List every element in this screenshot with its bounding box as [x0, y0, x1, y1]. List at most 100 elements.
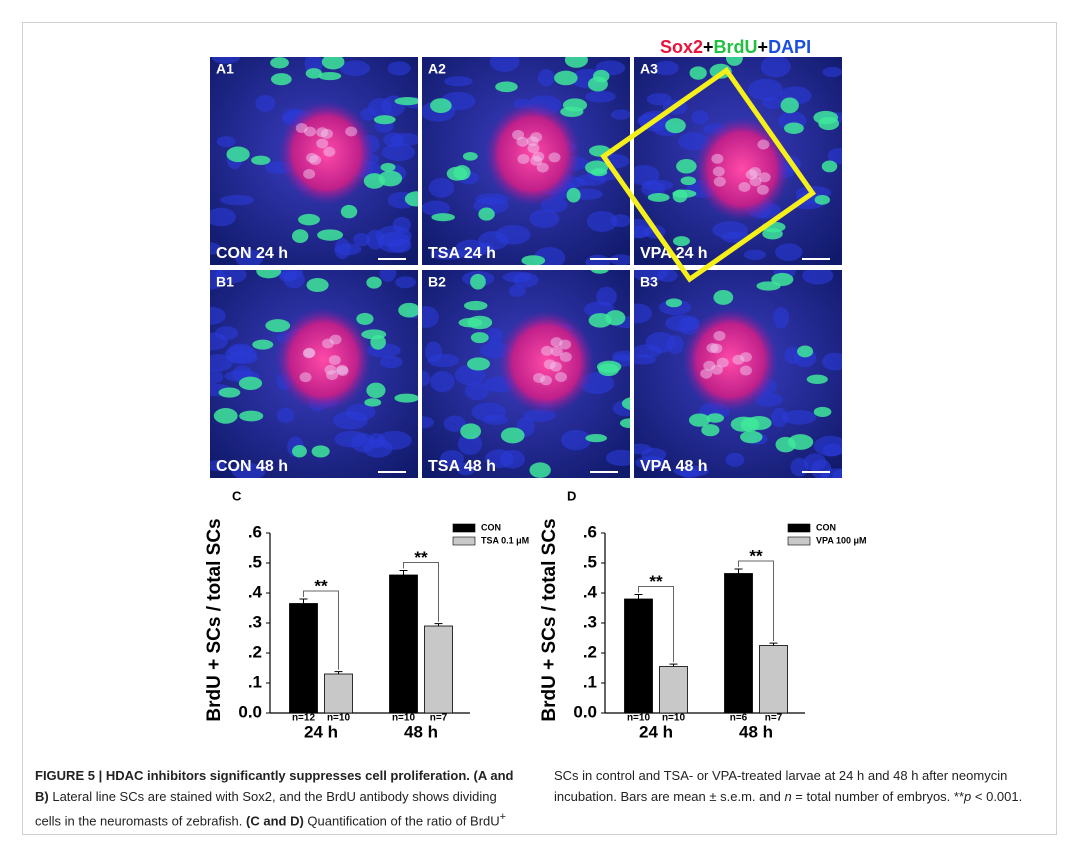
n-label: n=10 [327, 713, 351, 724]
brdu-cell [238, 376, 263, 390]
significance-bracket [403, 562, 439, 622]
brdu-cell [665, 298, 683, 308]
brdu-cell [265, 319, 291, 333]
nucleus [216, 136, 236, 148]
nucleus [422, 306, 439, 328]
brdu-cell [813, 406, 832, 418]
nucleus [827, 148, 842, 165]
n-label: n=7 [430, 713, 448, 724]
sc-cell [512, 129, 525, 140]
y-tick-label: .4 [248, 582, 263, 601]
brdu-cell [218, 387, 241, 398]
panel-id: C [232, 488, 242, 503]
nucleus [666, 335, 684, 355]
brdu-cell [321, 57, 345, 70]
brdu-cell [566, 187, 581, 203]
nucleus [513, 272, 539, 288]
sc-cell [713, 330, 726, 341]
sc-cell [757, 139, 770, 150]
sc-cell [559, 339, 572, 350]
brdu-cell [521, 255, 546, 265]
brdu-cell [298, 213, 320, 226]
caption-text: Lateral line SCs are stained with Sox2, … [35, 789, 497, 829]
n-label: n=10 [662, 713, 686, 724]
error-bar [299, 598, 308, 604]
bar-chart: D BrdU + SCs / total SCs 0.0 .1 .2 .3 .4 .5 .6 24… [539, 488, 867, 741]
significance-bracket [303, 590, 339, 670]
nucleus [210, 369, 224, 385]
sc-cell [710, 343, 723, 354]
nucleus [422, 200, 451, 216]
sc-cell [712, 166, 725, 177]
nucleus [210, 332, 229, 351]
brdu-cell [495, 81, 518, 93]
n-label: n=10 [627, 713, 651, 724]
sc-cell [316, 127, 329, 138]
legend-label: CON [816, 522, 836, 532]
nucleus [820, 468, 842, 478]
micrograph: B3 VPA 48 h [634, 270, 842, 478]
nucleus [276, 407, 295, 423]
brdu-cell [370, 334, 386, 350]
sc-cell [336, 364, 349, 375]
nucleus [561, 429, 592, 451]
nucleus [379, 355, 403, 369]
nucleus [457, 433, 483, 455]
brdu-cell [458, 317, 483, 328]
nucleus [383, 132, 404, 148]
nucleus [489, 57, 520, 72]
micrograph-content [422, 57, 630, 265]
legend-swatch [787, 536, 811, 546]
error-bar [734, 568, 743, 574]
nucleus [712, 221, 748, 240]
brdu-cell [213, 408, 238, 424]
brdu-cell [394, 97, 418, 106]
brdu-cell [780, 97, 799, 114]
sc-cell [316, 138, 329, 149]
nucleus [334, 238, 351, 260]
nucleus [634, 344, 663, 359]
brdu-cell [252, 339, 274, 350]
brdu-cell [818, 116, 840, 131]
sc-cell [555, 372, 568, 383]
brdu-cell [398, 302, 418, 318]
error-bar [399, 570, 408, 575]
x-tick-label: 24 h [639, 722, 673, 741]
bar [624, 598, 653, 714]
nucleus [725, 452, 745, 467]
nucleus [381, 143, 416, 162]
caption-italic: p [964, 789, 972, 804]
micrograph: A2 TSA 24 h [422, 57, 630, 265]
stain-legend: Sox2+BrdU+DAPI [660, 37, 811, 57]
micrograph-content [422, 270, 630, 478]
significance-label: ** [314, 576, 328, 595]
sc-cell [299, 372, 312, 383]
x-tick-label: 48 h [404, 722, 438, 741]
nucleus [743, 249, 767, 260]
nucleus [803, 453, 827, 472]
brdu-cell [366, 382, 386, 399]
brdu-cell [585, 434, 608, 443]
brdu-cell [673, 236, 690, 247]
panel-label: TSA 24 h [428, 245, 496, 262]
panel-label: TSA 48 h [428, 458, 496, 475]
brdu-cell [305, 68, 323, 79]
sc-cell [739, 352, 752, 363]
sc-cell [530, 132, 543, 143]
brdu-cell [430, 98, 452, 114]
nucleus [691, 110, 709, 125]
bar [724, 573, 753, 714]
nucleus [773, 307, 790, 329]
sc-cell [303, 347, 316, 358]
nucleus [210, 354, 233, 372]
caption-sup: + [499, 811, 506, 823]
sc-cell [536, 162, 549, 173]
caption-text: = total number of embryos. ** [795, 789, 965, 804]
brdu-cell [404, 191, 418, 207]
nucleus [634, 303, 653, 324]
legend-swatch [787, 523, 811, 533]
brdu-cell [470, 332, 489, 344]
nucleus [813, 435, 842, 457]
nucleus [278, 270, 297, 282]
